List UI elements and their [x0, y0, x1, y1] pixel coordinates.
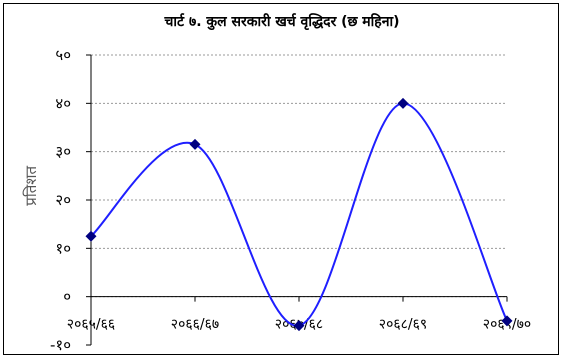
data-point: [189, 138, 201, 150]
y-tick-label: ५०: [55, 46, 71, 64]
data-point: [85, 230, 97, 242]
y-tick-labels: ५० ४० ३० २० १० ० -१०: [50, 46, 71, 354]
y-tick-label: ३०: [55, 143, 71, 161]
chart-title: चार्ट ७. कुल सरकारी खर्च वृद्धिदर (छ महि…: [164, 14, 400, 30]
y-tick-label: १०: [55, 239, 71, 257]
y-tick-label: ०: [63, 288, 71, 306]
y-tick-label: २०: [55, 191, 71, 209]
y-tick-label: ४०: [55, 94, 71, 112]
data-point: [397, 97, 409, 109]
y-tick-label: -१०: [50, 336, 71, 354]
series: [85, 97, 513, 332]
series-line: [90, 102, 508, 327]
axes: [86, 54, 508, 346]
x-tick-label: २०६६/६७: [171, 317, 219, 333]
x-tick-label: २०६५/६६: [67, 317, 115, 333]
x-tick-label: २०६८/६९: [379, 317, 427, 333]
gridlines: [91, 54, 507, 298]
data-point: [501, 315, 513, 327]
data-point: [293, 320, 305, 332]
y-axis-label: प्रतिशत: [22, 166, 40, 206]
